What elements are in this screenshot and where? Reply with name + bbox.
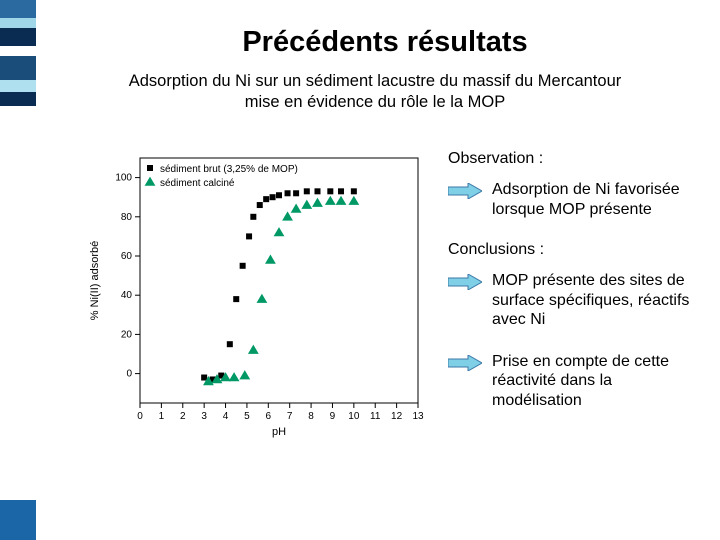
subtitle-line2: mise en évidence du rôle le la MOP xyxy=(245,93,505,111)
svg-text:2: 2 xyxy=(180,411,186,422)
svg-text:60: 60 xyxy=(121,251,133,262)
decorative-strip xyxy=(0,56,36,80)
conclusions-heading: Conclusions : xyxy=(448,241,702,259)
decorative-strip xyxy=(0,18,36,28)
svg-text:0: 0 xyxy=(137,411,143,422)
conclusion-item-1: MOP présente des sites de surface spécif… xyxy=(448,271,702,330)
svg-text:0: 0 xyxy=(126,369,132,380)
decorative-strip xyxy=(0,500,36,540)
svg-text:4: 4 xyxy=(223,411,229,422)
conclusion-2-text: Prise en compte de cette réactivité dans… xyxy=(492,352,702,411)
svg-text:7: 7 xyxy=(287,411,293,422)
svg-text:11: 11 xyxy=(370,411,381,422)
conclusion-item-2: Prise en compte de cette réactivité dans… xyxy=(448,352,702,411)
content-row: 012345678910111213020406080100pH% Ni(II)… xyxy=(0,140,720,450)
decorative-strip xyxy=(0,0,36,18)
scatter-chart: 012345678910111213020406080100pH% Ni(II)… xyxy=(82,140,432,440)
svg-text:10: 10 xyxy=(348,411,360,422)
svg-text:9: 9 xyxy=(330,411,336,422)
svg-text:100: 100 xyxy=(115,173,132,184)
text-column: Observation : Adsorption de Ni favorisée… xyxy=(432,140,720,450)
chart-container: 012345678910111213020406080100pH% Ni(II)… xyxy=(82,140,432,450)
svg-text:pH: pH xyxy=(272,426,286,438)
svg-text:40: 40 xyxy=(121,290,133,301)
svg-text:5: 5 xyxy=(244,411,250,422)
decorative-strip xyxy=(0,106,36,114)
svg-text:80: 80 xyxy=(121,212,133,223)
arrow-icon xyxy=(448,355,482,376)
svg-text:sédiment brut (3,25% de MOP): sédiment brut (3,25% de MOP) xyxy=(160,164,298,175)
svg-text:1: 1 xyxy=(159,411,165,422)
decorative-strip xyxy=(0,80,36,92)
subtitle-line1: Adsorption du Ni sur un sédiment lacustr… xyxy=(129,72,622,90)
subtitle: Adsorption du Ni sur un sédiment lacustr… xyxy=(0,59,720,112)
page-title: Précédents résultats xyxy=(0,0,720,59)
svg-text:13: 13 xyxy=(412,411,424,422)
svg-text:3: 3 xyxy=(201,411,207,422)
decorative-strip xyxy=(0,92,36,106)
svg-text:12: 12 xyxy=(391,411,403,422)
svg-text:% Ni(II) adsorbé: % Ni(II) adsorbé xyxy=(89,241,101,320)
svg-text:sédiment calciné: sédiment calciné xyxy=(160,178,235,189)
arrow-icon xyxy=(448,274,482,295)
arrow-icon xyxy=(448,183,482,204)
svg-text:8: 8 xyxy=(308,411,314,422)
svg-text:6: 6 xyxy=(266,411,272,422)
svg-text:20: 20 xyxy=(121,330,133,341)
conclusion-1-text: MOP présente des sites de surface spécif… xyxy=(492,271,702,330)
observation-heading: Observation : xyxy=(448,150,702,168)
observation-text: Adsorption de Ni favorisée lorsque MOP p… xyxy=(492,180,702,219)
decorative-strip xyxy=(0,28,36,46)
observation-item: Adsorption de Ni favorisée lorsque MOP p… xyxy=(448,180,702,219)
decorative-strip xyxy=(0,46,36,56)
